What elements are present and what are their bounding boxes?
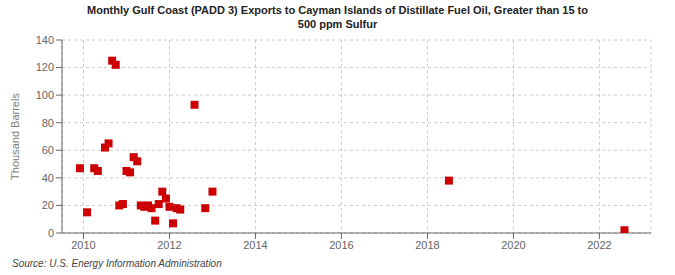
svg-text:2014: 2014 — [243, 239, 267, 251]
svg-text:2010: 2010 — [71, 239, 95, 251]
svg-text:2022: 2022 — [587, 239, 611, 251]
svg-text:2012: 2012 — [157, 239, 181, 251]
svg-text:80: 80 — [42, 117, 54, 129]
svg-text:120: 120 — [36, 61, 54, 73]
svg-text:20: 20 — [42, 199, 54, 211]
svg-text:0: 0 — [48, 227, 54, 239]
svg-text:2016: 2016 — [329, 239, 353, 251]
svg-text:100: 100 — [36, 89, 54, 101]
svg-text:2018: 2018 — [415, 239, 439, 251]
svg-text:60: 60 — [42, 144, 54, 156]
svg-text:140: 140 — [36, 34, 54, 46]
svg-text:40: 40 — [42, 172, 54, 184]
html-text:Monthly Gulf Coast (PADD 3) Ex: Monthly Gulf Coast (PADD 3) Exports to C… — [87, 4, 588, 31]
html-text:Source: U.S. Energy Informatio: Source: U.S. Energy Information Administ… — [12, 258, 222, 269]
svg-text:2020: 2020 — [501, 239, 525, 251]
svg-text:Thousand Barrels: Thousand Barrels — [9, 93, 21, 180]
